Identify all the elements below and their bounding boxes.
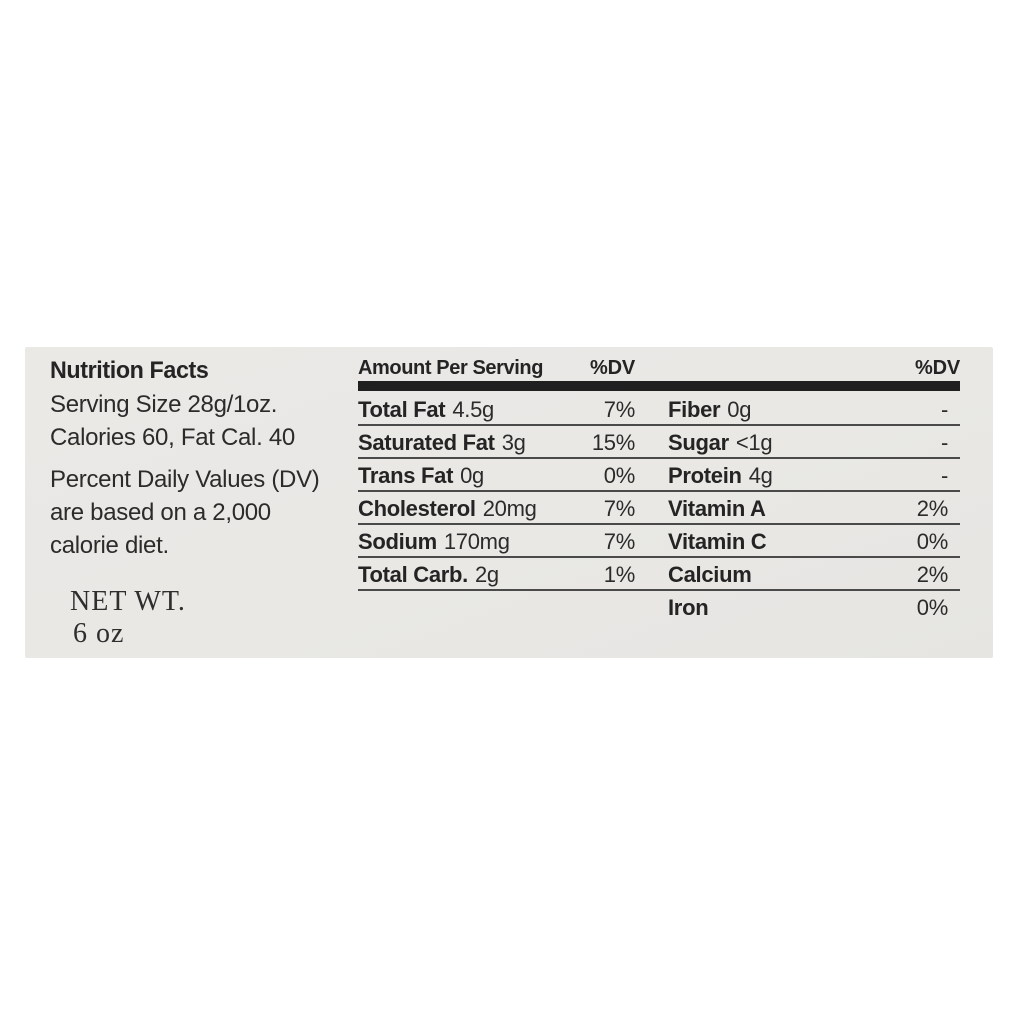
nutrient-name: Cholesterol bbox=[358, 496, 476, 521]
nutrient-dv: 2% bbox=[916, 562, 949, 587]
table-row-fiber: Fiber 0g - bbox=[668, 396, 960, 424]
table-row-iron: Iron 0% bbox=[668, 594, 960, 622]
nutrient-dv: 0% bbox=[603, 463, 636, 488]
calories-text: Calories 60, Fat Cal. 40 bbox=[50, 424, 295, 451]
nutrient-dv: - bbox=[940, 397, 948, 422]
nutrient-name: Trans Fat bbox=[358, 463, 454, 488]
row-divider bbox=[358, 490, 960, 492]
table-row-vitamin-c: Vitamin C 0% bbox=[668, 528, 960, 556]
nutrient-name: Vitamin C bbox=[668, 529, 767, 554]
table-row-total-fat: Total Fat 4.5g 7% bbox=[358, 396, 635, 424]
nutrient-name: Sodium bbox=[358, 529, 437, 554]
row-divider bbox=[358, 589, 960, 591]
table-row-vitamin-a: Vitamin A 2% bbox=[668, 495, 960, 523]
table-row-trans-fat: Trans Fat 0g 0% bbox=[358, 462, 635, 490]
net-weight-label: NET WT. bbox=[70, 586, 186, 617]
nutrient-dv: 7% bbox=[603, 529, 636, 554]
table-row-calcium: Calcium 2% bbox=[668, 561, 960, 589]
nutrient-name: Sugar bbox=[668, 430, 729, 455]
nutrient-dv: - bbox=[940, 463, 948, 488]
nutrient-name: Total Carb. bbox=[358, 562, 468, 587]
nutrient-amount: 3g bbox=[501, 430, 526, 455]
nutrient-dv: - bbox=[940, 430, 948, 455]
table-row-total-carb: Total Carb. 2g 1% bbox=[358, 561, 635, 589]
nutrient-amount: 4g bbox=[748, 463, 773, 488]
nutrient-name: Fiber bbox=[668, 397, 721, 422]
nutrient-amount: 2g bbox=[474, 562, 499, 587]
row-divider bbox=[358, 523, 960, 525]
row-divider bbox=[358, 457, 960, 459]
nutrient-amount: 0g bbox=[727, 397, 752, 422]
nutrient-amount: 0g bbox=[460, 463, 484, 488]
nutrient-amount: <1g bbox=[735, 430, 773, 455]
nutrient-name: Saturated Fat bbox=[358, 430, 495, 455]
table-row-protein: Protein 4g - bbox=[668, 462, 960, 490]
table-header-left: Amount Per Serving %DV bbox=[358, 357, 635, 384]
nutrient-dv: 15% bbox=[591, 430, 635, 455]
table-row-sodium: Sodium 170mg 7% bbox=[358, 528, 635, 556]
nutrient-dv: 1% bbox=[603, 562, 636, 587]
nutrient-name: Total Fat bbox=[358, 397, 446, 422]
nutrient-dv: 0% bbox=[916, 529, 949, 554]
nutrient-amount: 170mg bbox=[443, 529, 510, 554]
nutrient-dv: 7% bbox=[603, 496, 636, 521]
nutrition-facts-title: Nutrition Facts bbox=[50, 357, 209, 384]
nutrient-amount: 4.5g bbox=[452, 397, 494, 422]
nutrient-name: Calcium bbox=[668, 562, 752, 587]
dv-note-line: are based on a 2,000 bbox=[50, 499, 271, 526]
dv-note-line: Percent Daily Values (DV) bbox=[50, 466, 320, 493]
dv-header-right: %DV bbox=[915, 357, 960, 379]
dv-header-left: %DV bbox=[590, 357, 635, 379]
table-header-right: %DV bbox=[668, 357, 960, 380]
table-row-cholesterol: Cholesterol 20mg 7% bbox=[358, 495, 635, 523]
nutrient-dv: 7% bbox=[603, 397, 636, 422]
row-divider bbox=[358, 556, 960, 558]
table-row-saturated-fat: Saturated Fat 3g 15% bbox=[358, 429, 635, 457]
nutrient-name: Iron bbox=[668, 595, 709, 620]
nutrition-facts-panel: Nutrition Facts Serving Size 28g/1oz. Ca… bbox=[25, 347, 993, 658]
row-divider bbox=[358, 424, 960, 426]
nutrient-amount: 20mg bbox=[482, 496, 537, 521]
nutrient-dv: 0% bbox=[916, 595, 949, 620]
table-header-bar bbox=[358, 381, 960, 391]
amount-per-serving-header: Amount Per Serving bbox=[358, 357, 543, 384]
nutrient-name: Vitamin A bbox=[668, 496, 766, 521]
table-row-sugar: Sugar <1g - bbox=[668, 429, 960, 457]
nutrient-dv: 2% bbox=[916, 496, 949, 521]
dv-note-line: calorie diet. bbox=[50, 532, 169, 559]
nutrient-name: Protein bbox=[668, 463, 742, 488]
serving-size-text: Serving Size 28g/1oz. bbox=[50, 391, 278, 418]
net-weight-value: 6 oz bbox=[73, 618, 125, 649]
